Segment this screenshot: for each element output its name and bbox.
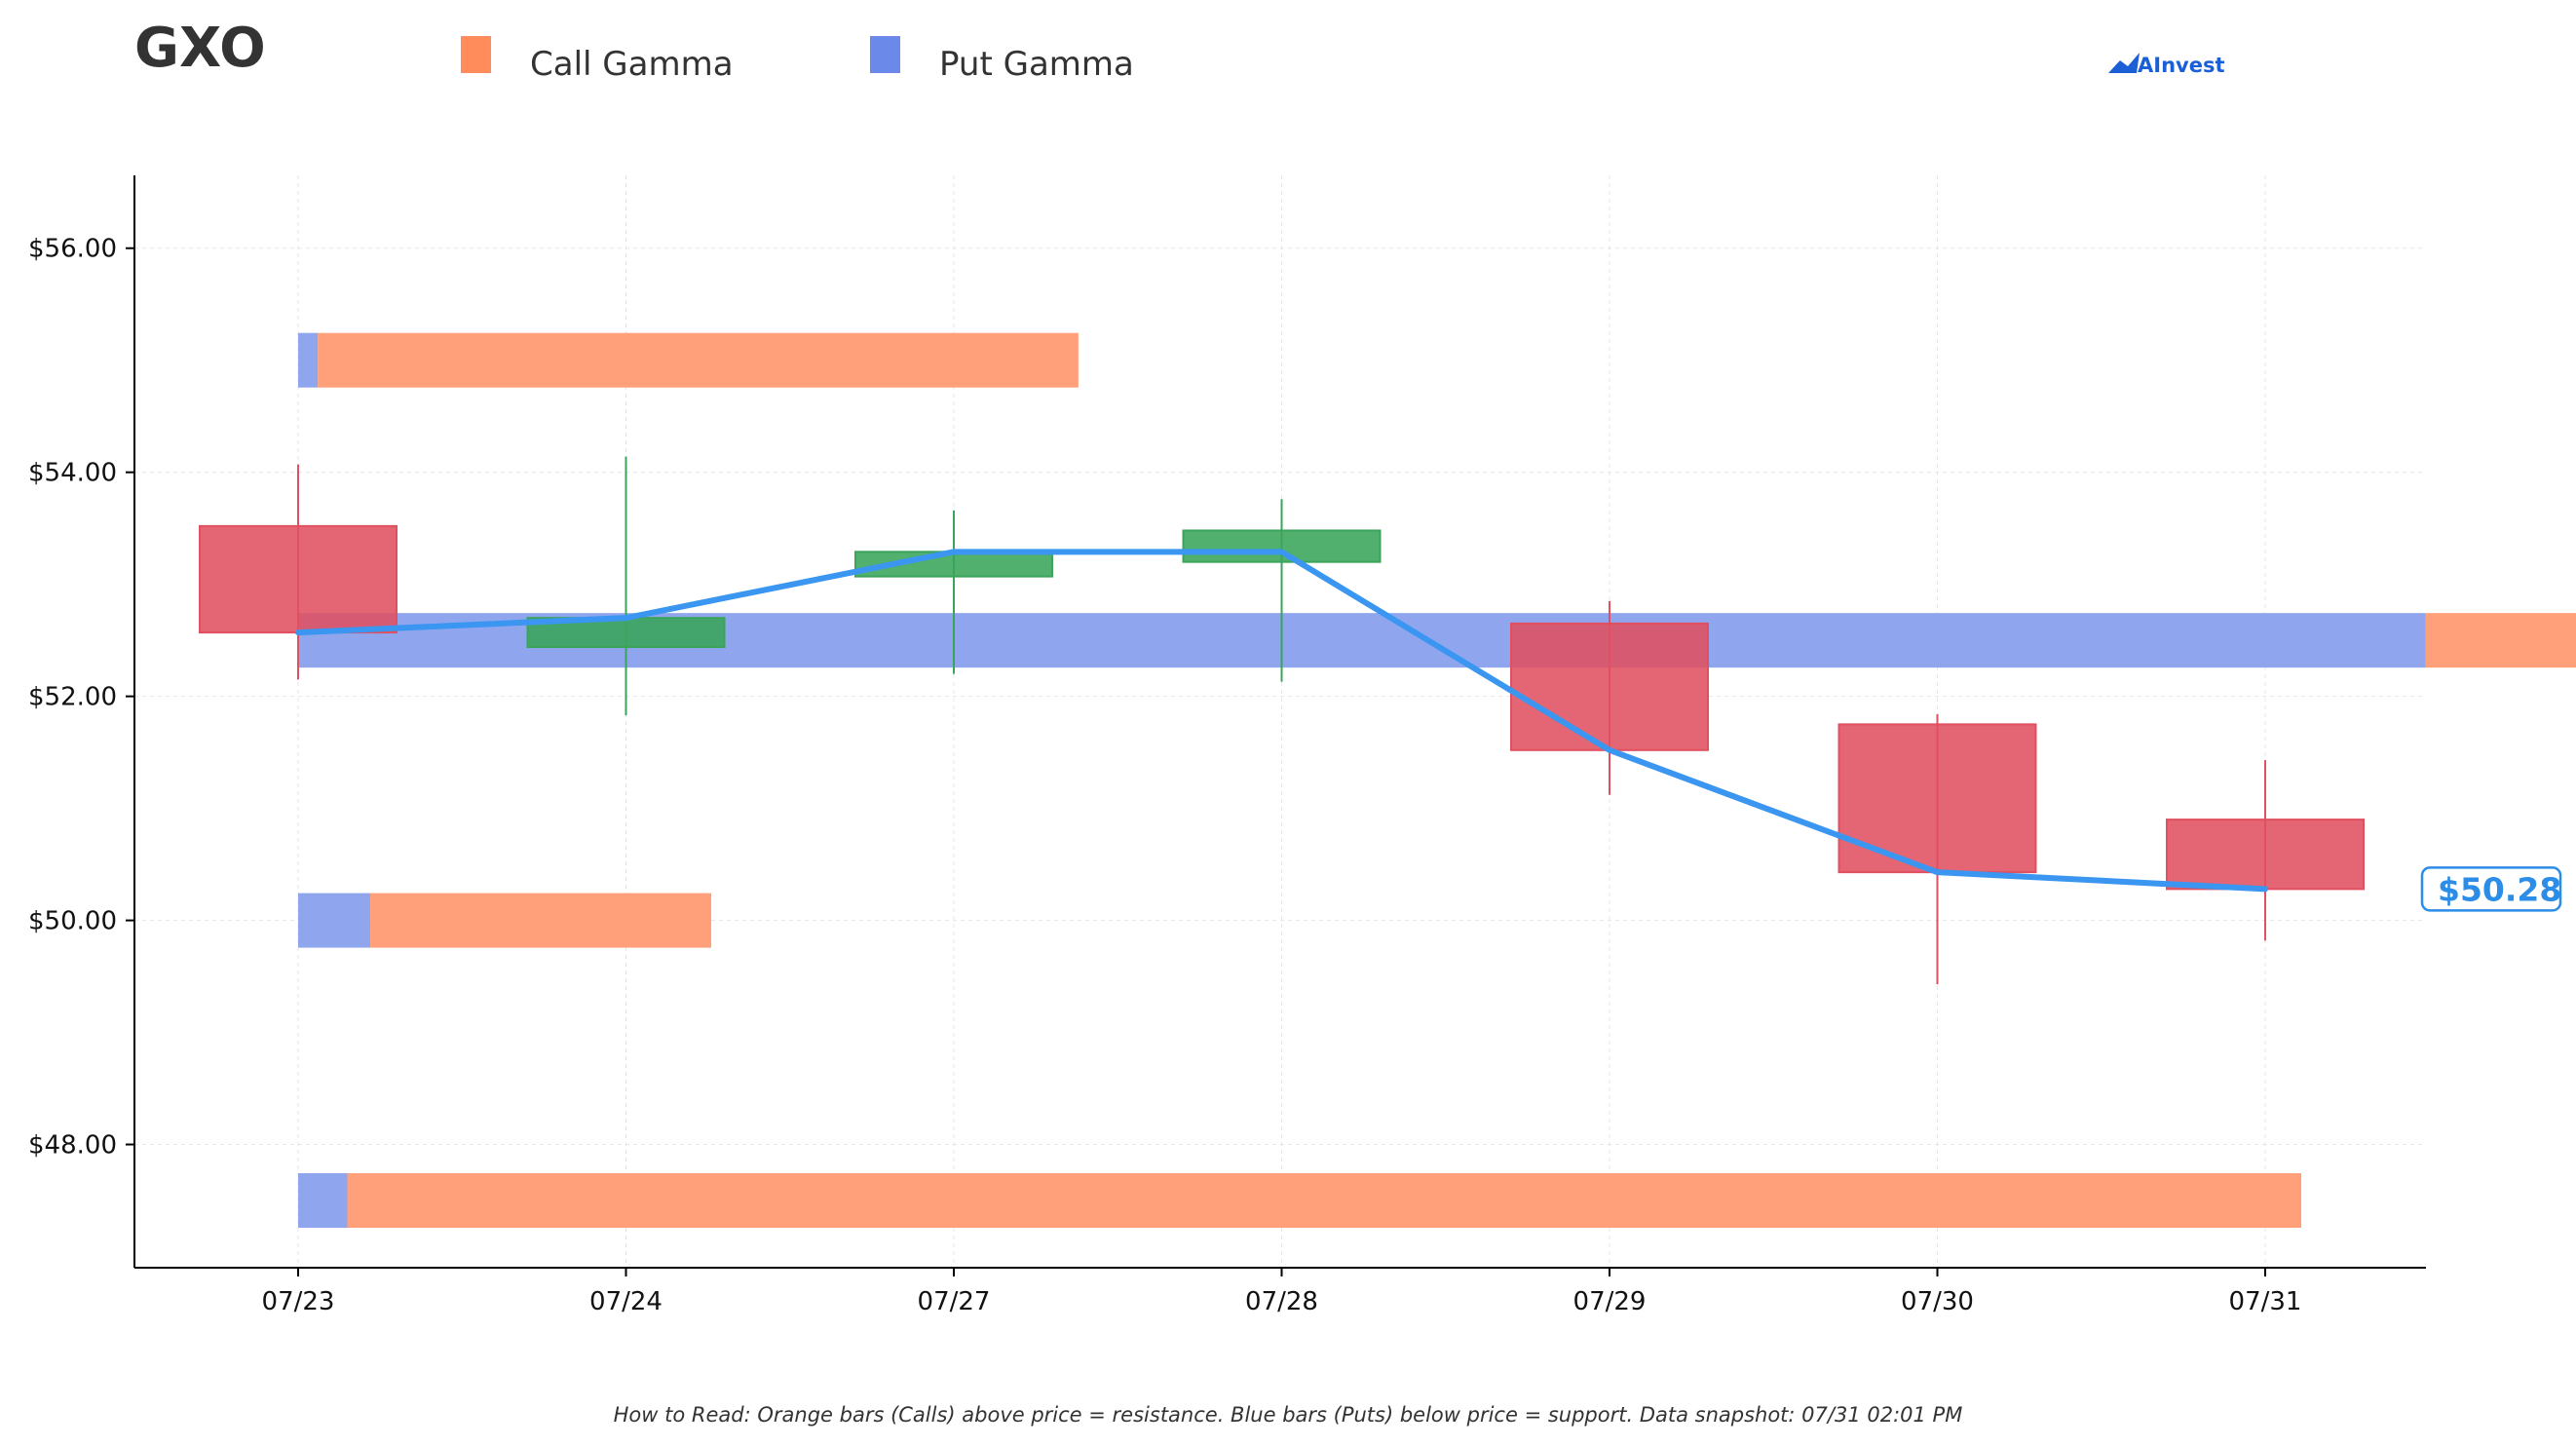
x-axis-tick-labels: 07/23 07/24 07/27 07/28 07/29 07/30 07/31 bbox=[262, 1287, 2302, 1316]
candle-body-4 bbox=[1510, 622, 1709, 751]
put-gamma-bar-3 bbox=[298, 1173, 348, 1229]
y-tick-label-1: $50.00 bbox=[28, 907, 117, 936]
legend-swatch-put bbox=[870, 36, 900, 73]
x-tick-label-1: 07/24 bbox=[589, 1287, 663, 1316]
candle-1 bbox=[526, 456, 726, 716]
y-tick-label-0: $48.00 bbox=[28, 1131, 117, 1161]
x-tick-label-6: 07/31 bbox=[2229, 1287, 2302, 1316]
gamma-bars bbox=[298, 332, 2576, 1229]
legend-swatch-call bbox=[461, 36, 491, 73]
call-gamma-bar-3 bbox=[347, 1173, 2302, 1229]
candle-4 bbox=[1510, 600, 1709, 795]
y-tick-label-4: $56.00 bbox=[28, 235, 117, 264]
candle-body-6 bbox=[2166, 819, 2365, 891]
last-price-box bbox=[2420, 866, 2562, 912]
close-price-line bbox=[295, 549, 2268, 893]
put-gamma-bar-2 bbox=[298, 893, 371, 948]
last-price-label: $50.28 bbox=[2438, 870, 2561, 908]
candle-6 bbox=[2166, 760, 2365, 941]
candle-body-0 bbox=[199, 524, 398, 634]
footnote: How to Read: Orange bars (Calls) above p… bbox=[614, 1403, 1963, 1427]
brand-logo-icon bbox=[2108, 53, 2140, 73]
candle-body-3 bbox=[1182, 529, 1382, 563]
x-tick-label-5: 07/30 bbox=[1901, 1287, 1974, 1316]
call-gamma-bar-2 bbox=[370, 893, 711, 948]
axes bbox=[126, 175, 2426, 1276]
call-gamma-bar-1 bbox=[2425, 613, 2576, 668]
y-tick-label-3: $54.00 bbox=[28, 459, 117, 488]
legend-label-put: Put Gamma bbox=[939, 45, 1134, 84]
last-price-tag: $50.28 bbox=[2420, 866, 2562, 912]
y-axis-tick-labels: $48.00 $50.00 $52.00 $54.00 $56.00 bbox=[28, 235, 117, 1161]
close-line-layer bbox=[295, 549, 2268, 893]
candle-3 bbox=[1182, 499, 1382, 682]
call-gamma-bar-0 bbox=[318, 332, 1079, 388]
candle-body-5 bbox=[1837, 723, 2037, 874]
legend-label-call: Call Gamma bbox=[530, 45, 734, 84]
brand-logo: AInvest bbox=[2108, 53, 2225, 77]
x-tick-label-4: 07/29 bbox=[1573, 1287, 1647, 1316]
legend: Call Gamma Put Gamma bbox=[461, 36, 1134, 84]
y-tick-label-2: $52.00 bbox=[28, 683, 117, 712]
x-tick-label-0: 07/23 bbox=[262, 1287, 335, 1316]
put-gamma-bar-0 bbox=[298, 332, 319, 388]
candle-0 bbox=[199, 464, 398, 680]
x-tick-label-2: 07/27 bbox=[918, 1287, 991, 1316]
x-tick-label-3: 07/28 bbox=[1245, 1287, 1318, 1316]
brand-name: AInvest bbox=[2138, 54, 2225, 77]
chart-title: GXO bbox=[134, 17, 266, 80]
